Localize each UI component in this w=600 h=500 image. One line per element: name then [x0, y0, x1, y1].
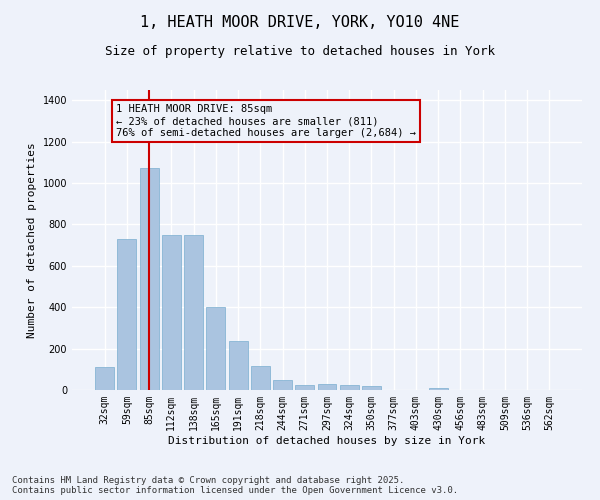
Bar: [273, 380, 292, 390]
Text: 1, HEATH MOOR DRIVE, YORK, YO10 4NE: 1, HEATH MOOR DRIVE, YORK, YO10 4NE: [140, 15, 460, 30]
Bar: [295, 386, 314, 390]
Text: Contains HM Land Registry data © Crown copyright and database right 2025.
Contai: Contains HM Land Registry data © Crown c…: [12, 476, 458, 495]
Bar: [162, 235, 181, 390]
Text: Size of property relative to detached houses in York: Size of property relative to detached ho…: [105, 45, 495, 58]
Bar: [118, 239, 136, 390]
Bar: [184, 235, 203, 390]
Bar: [229, 342, 248, 390]
Bar: [317, 384, 337, 390]
Y-axis label: Number of detached properties: Number of detached properties: [27, 142, 37, 338]
Bar: [206, 307, 225, 390]
Bar: [429, 388, 448, 390]
X-axis label: Distribution of detached houses by size in York: Distribution of detached houses by size …: [169, 436, 485, 446]
Bar: [95, 367, 114, 390]
Bar: [362, 386, 381, 390]
Bar: [340, 386, 359, 390]
Text: 1 HEATH MOOR DRIVE: 85sqm
← 23% of detached houses are smaller (811)
76% of semi: 1 HEATH MOOR DRIVE: 85sqm ← 23% of detac…: [116, 104, 416, 138]
Bar: [251, 366, 270, 390]
Bar: [140, 168, 158, 390]
